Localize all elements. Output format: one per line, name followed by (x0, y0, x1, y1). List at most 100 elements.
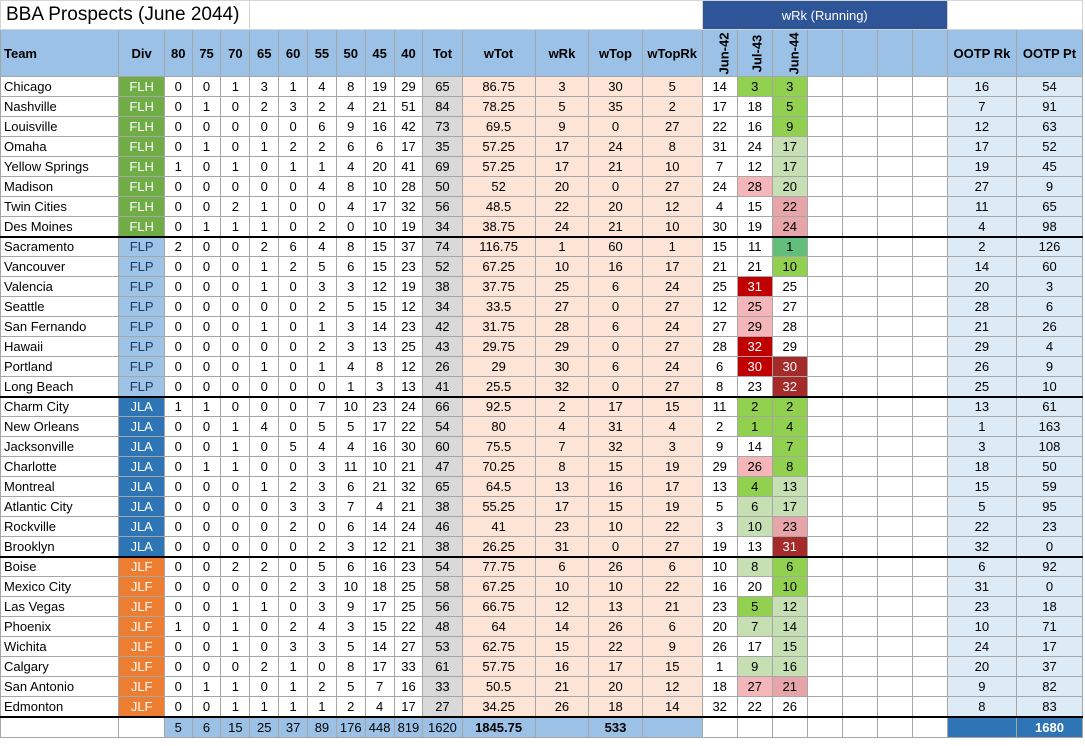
cell-empty[interactable] (911, 636, 948, 657)
cell-grade[interactable]: 4 (335, 156, 366, 177)
cell-empty[interactable] (806, 536, 843, 557)
cell-ootp-rk[interactable]: 7 (946, 96, 1017, 117)
cell-div[interactable]: FLP (118, 356, 165, 377)
cell-div[interactable]: JLF (118, 656, 165, 677)
cell-jun42[interactable]: 4 (701, 196, 738, 217)
cell-tot[interactable]: 42 (422, 316, 463, 337)
cell-empty[interactable] (806, 516, 843, 537)
cell-wtoprk[interactable]: 21 (641, 596, 703, 617)
cell-grade[interactable]: 3 (249, 76, 280, 97)
cell-team[interactable]: Seattle (0, 296, 120, 317)
cell-jul43[interactable]: 25 (736, 296, 773, 317)
cell-jul43[interactable]: 29 (736, 316, 773, 337)
cell-tot[interactable]: 54 (422, 416, 463, 437)
cell-empty[interactable] (841, 636, 878, 657)
cell-team[interactable]: San Antonio (0, 676, 120, 697)
cell-grade[interactable]: 5 (335, 416, 366, 437)
cell-grade[interactable]: 1 (191, 96, 222, 117)
cell-wtot[interactable]: 50.5 (461, 676, 536, 697)
cell-empty[interactable] (876, 156, 913, 177)
cell-grade[interactable]: 0 (249, 395, 280, 417)
cell-ootp-pt[interactable]: 54 (1015, 76, 1084, 97)
cell-grade[interactable]: 1 (220, 76, 251, 97)
cell-grade[interactable]: 3 (278, 96, 308, 117)
cell-grade[interactable]: 3 (307, 636, 337, 657)
cell-grade[interactable]: 0 (191, 516, 222, 537)
cell-grade[interactable]: 4 (249, 416, 280, 437)
cell-wtop[interactable]: 6 (588, 276, 643, 297)
cell-empty[interactable] (841, 616, 878, 637)
cell-empty[interactable] (841, 696, 878, 717)
cell-grade[interactable]: 0 (278, 196, 308, 217)
cell-wtop[interactable]: 26 (588, 555, 643, 577)
cell-grade[interactable]: 27 (393, 636, 424, 657)
cell-empty[interactable] (911, 356, 948, 377)
cell-jul43[interactable]: 20 (736, 576, 773, 597)
total-blank[interactable] (641, 715, 703, 738)
cell-jul43[interactable]: 15 (736, 196, 773, 217)
cell-grade[interactable]: 0 (249, 376, 280, 397)
cell-grade[interactable]: 0 (220, 336, 251, 357)
cell-jun42[interactable]: 14 (701, 76, 738, 97)
cell-empty[interactable] (876, 216, 913, 237)
cell-team[interactable]: New Orleans (0, 416, 120, 437)
cell-empty[interactable] (806, 216, 843, 237)
cell-grade[interactable]: 2 (220, 196, 251, 217)
cell-jun42[interactable]: 20 (701, 616, 738, 637)
cell-empty[interactable] (841, 176, 878, 197)
cell-div[interactable]: JLA (118, 476, 165, 497)
col-header-wrk[interactable]: wRk (534, 29, 590, 77)
cell-wrk[interactable]: 15 (534, 636, 590, 657)
cell-grade[interactable]: 7 (307, 395, 337, 417)
cell-grade[interactable]: 0 (278, 456, 308, 477)
cell-wtoprk[interactable]: 8 (641, 136, 703, 157)
cell-grade[interactable]: 0 (220, 256, 251, 277)
cell-empty[interactable] (841, 216, 878, 237)
cell-jul43[interactable]: 26 (736, 456, 773, 477)
cell-empty[interactable] (911, 336, 948, 357)
cell-wrk[interactable]: 10 (534, 576, 590, 597)
cell-empty[interactable] (841, 496, 878, 517)
cell-grade[interactable]: 19 (393, 276, 424, 297)
cell-team[interactable]: Rockville (0, 516, 120, 537)
cell-grade[interactable]: 4 (307, 616, 337, 637)
cell-jun42[interactable]: 25 (701, 276, 738, 297)
cell-ootp-pt[interactable]: 126 (1015, 235, 1084, 257)
cell-grade[interactable]: 25 (393, 576, 424, 597)
cell-empty[interactable] (806, 136, 843, 157)
cell-grade[interactable]: 0 (249, 156, 280, 177)
cell-wtop[interactable]: 17 (588, 395, 643, 417)
cell-grade[interactable]: 1 (249, 316, 280, 337)
cell-ootp-pt[interactable]: 0 (1015, 576, 1084, 597)
cell-wtoprk[interactable]: 24 (641, 316, 703, 337)
cell-grade[interactable]: 10 (335, 395, 366, 417)
cell-wrk[interactable]: 30 (534, 356, 590, 377)
cell-wtoprk[interactable]: 27 (641, 116, 703, 137)
cell-empty[interactable] (911, 676, 948, 697)
cell-ootp-rk[interactable]: 13 (946, 395, 1017, 417)
cell-jun42[interactable]: 29 (701, 456, 738, 477)
cell-grade[interactable]: 1 (307, 696, 337, 717)
cell-jun44[interactable]: 31 (771, 536, 808, 557)
cell-grade[interactable]: 0 (307, 376, 337, 397)
cell-tot[interactable]: 27 (422, 696, 463, 717)
total-grade[interactable]: 89 (307, 715, 337, 738)
cell-tot[interactable]: 26 (422, 356, 463, 377)
cell-grade[interactable]: 0 (163, 136, 193, 157)
cell-wtoprk[interactable]: 24 (641, 276, 703, 297)
total-grade[interactable]: 819 (393, 715, 424, 738)
cell-ootp-rk[interactable]: 24 (946, 636, 1017, 657)
cell-grade[interactable]: 1 (163, 616, 193, 637)
cell-jul43[interactable]: 10 (736, 516, 773, 537)
cell-grade[interactable]: 2 (163, 235, 193, 257)
cell-wrk[interactable]: 21 (534, 676, 590, 697)
cell-div[interactable]: FLH (118, 216, 165, 237)
cell-wrk[interactable]: 23 (534, 516, 590, 537)
col-header-75[interactable]: 75 (191, 29, 222, 77)
cell-grade[interactable]: 1 (249, 256, 280, 277)
cell-grade[interactable]: 0 (163, 276, 193, 297)
cell-grade[interactable]: 1 (249, 696, 280, 717)
cell-jul43[interactable]: 14 (736, 436, 773, 457)
cell-div[interactable]: JLA (118, 395, 165, 417)
cell-wtot[interactable]: 52 (461, 176, 536, 197)
